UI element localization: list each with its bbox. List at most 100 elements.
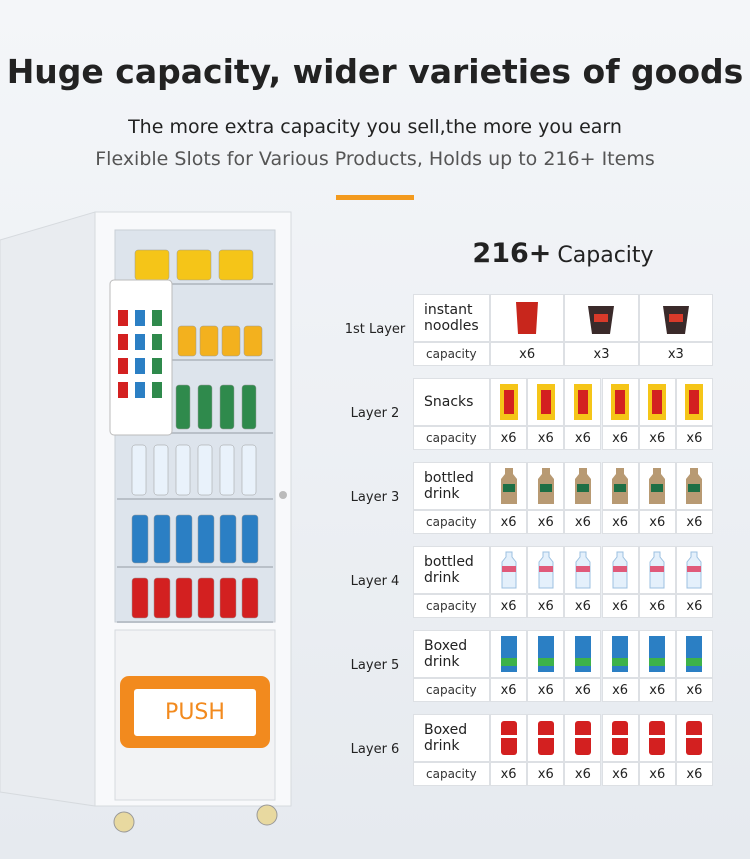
machine-product bbox=[153, 514, 171, 564]
count-cell: x6 bbox=[490, 342, 565, 366]
product-icon bbox=[500, 721, 517, 755]
count-cell: x6 bbox=[564, 426, 602, 450]
product-cell bbox=[490, 294, 565, 342]
cell: bottled drink bbox=[413, 546, 490, 594]
can-stripe bbox=[686, 735, 703, 738]
count-cell: x6 bbox=[601, 426, 639, 450]
drink-box bbox=[537, 636, 554, 672]
cell: capacity bbox=[413, 678, 490, 702]
count-cell: x6 bbox=[675, 594, 713, 618]
count: x6 bbox=[574, 598, 591, 614]
product-icon bbox=[649, 551, 665, 589]
capacity-label: Capacity bbox=[557, 243, 654, 268]
cell: Boxed drink bbox=[413, 714, 490, 762]
machine-product bbox=[219, 444, 235, 496]
count: x6 bbox=[649, 430, 666, 446]
count-cell: x6 bbox=[527, 510, 565, 534]
count: x3 bbox=[667, 346, 684, 362]
cell: capacity bbox=[413, 342, 490, 366]
lock bbox=[279, 491, 287, 499]
box-label bbox=[574, 658, 591, 666]
screen-item bbox=[135, 382, 145, 398]
cell: Boxed drink bbox=[413, 630, 490, 678]
box-label bbox=[500, 658, 517, 666]
count: x6 bbox=[574, 514, 591, 530]
count: x6 bbox=[686, 430, 703, 446]
count-cell: x6 bbox=[490, 678, 528, 702]
product-icon bbox=[649, 468, 666, 504]
layer-label: Layer 5 bbox=[350, 658, 400, 673]
product-cell bbox=[527, 546, 565, 594]
snack-stripe bbox=[577, 390, 588, 414]
count: x6 bbox=[612, 598, 629, 614]
capacity-label: capacity bbox=[426, 347, 477, 361]
count: x6 bbox=[686, 682, 703, 698]
machine-side bbox=[0, 211, 96, 807]
snack-stripe bbox=[652, 390, 663, 414]
count-cell: x6 bbox=[638, 678, 676, 702]
product-icon bbox=[662, 306, 689, 334]
count: x6 bbox=[574, 766, 591, 782]
can-stripe bbox=[649, 735, 666, 738]
water-label bbox=[575, 566, 590, 572]
product-cell bbox=[527, 714, 565, 762]
product-icon bbox=[588, 306, 615, 334]
count: x6 bbox=[500, 598, 517, 614]
product-cell bbox=[601, 378, 639, 426]
coffee-label bbox=[539, 484, 552, 492]
cell: bottled drink bbox=[413, 462, 490, 510]
product-icon bbox=[537, 468, 554, 504]
cell: instant noodles bbox=[413, 294, 490, 342]
layer-label: 1st Layer bbox=[344, 322, 406, 337]
cup-label bbox=[594, 314, 609, 322]
product-icon bbox=[499, 384, 518, 420]
screen-item bbox=[135, 334, 145, 350]
can-stripe bbox=[537, 735, 554, 738]
count: x6 bbox=[686, 514, 703, 530]
count: x6 bbox=[649, 682, 666, 698]
screen-item bbox=[152, 310, 162, 326]
count: x6 bbox=[500, 682, 517, 698]
product-cell bbox=[675, 630, 713, 678]
product-icon bbox=[686, 721, 703, 755]
machine-product bbox=[219, 577, 237, 619]
product-icon bbox=[574, 636, 591, 672]
machine-product bbox=[197, 577, 215, 619]
count: x6 bbox=[500, 766, 517, 782]
vending-machine: PUSH bbox=[0, 211, 292, 833]
machine-product bbox=[219, 514, 237, 564]
count: x6 bbox=[574, 682, 591, 698]
count-cell: x6 bbox=[601, 594, 639, 618]
count: x6 bbox=[500, 430, 517, 446]
machine-product bbox=[219, 384, 235, 430]
product-cell bbox=[527, 630, 565, 678]
count-cell: x6 bbox=[638, 426, 676, 450]
count: x6 bbox=[649, 598, 666, 614]
product-cell bbox=[490, 546, 528, 594]
machine-product bbox=[197, 444, 213, 496]
machine-product bbox=[241, 514, 259, 564]
screen-item bbox=[135, 310, 145, 326]
coffee-label bbox=[502, 484, 515, 492]
product-cell bbox=[564, 294, 639, 342]
count: x6 bbox=[649, 514, 666, 530]
snack-stripe bbox=[503, 390, 514, 414]
product-cell bbox=[564, 462, 602, 510]
chips-bag bbox=[516, 302, 539, 334]
count-cell: x6 bbox=[601, 678, 639, 702]
product-icon bbox=[612, 721, 629, 755]
product-name: bottled drink bbox=[424, 470, 474, 502]
count-cell: x6 bbox=[675, 762, 713, 786]
can-stripe bbox=[612, 735, 629, 738]
count-cell: x6 bbox=[638, 510, 676, 534]
count-cell: x6 bbox=[490, 510, 528, 534]
product-icon bbox=[574, 721, 591, 755]
product-icon bbox=[649, 636, 666, 672]
box-label bbox=[537, 658, 554, 666]
count-cell: x6 bbox=[490, 426, 528, 450]
machine-product bbox=[131, 577, 149, 619]
can-stripe bbox=[500, 735, 517, 738]
count: x6 bbox=[537, 682, 554, 698]
product-icon bbox=[648, 384, 667, 420]
water-label bbox=[538, 566, 553, 572]
